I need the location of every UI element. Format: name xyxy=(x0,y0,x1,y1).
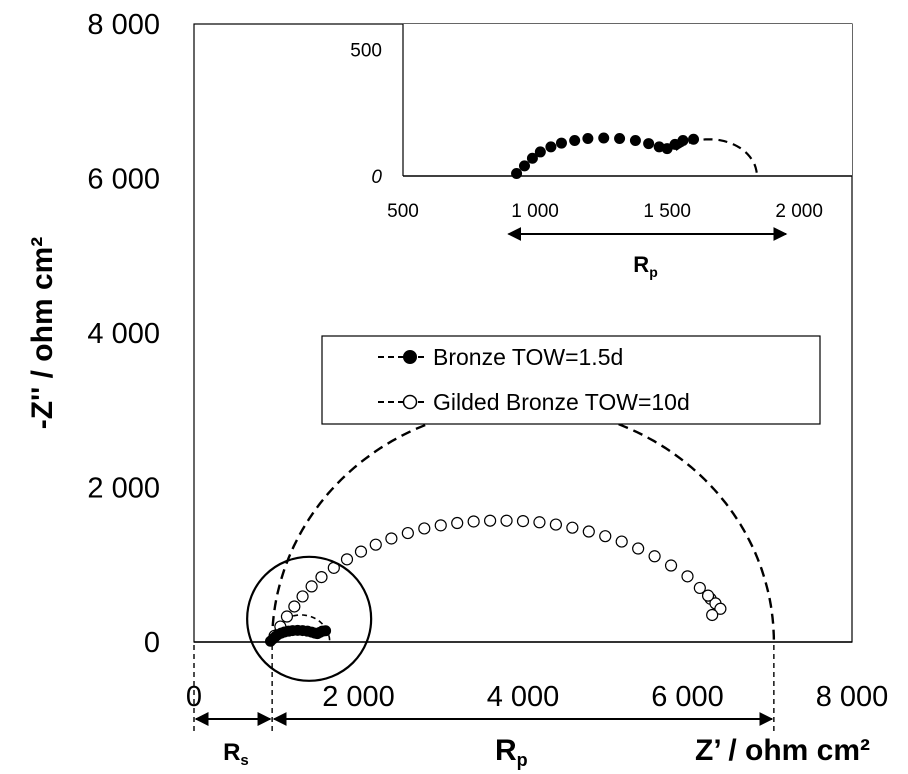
fit-curve-gilded xyxy=(270,405,776,643)
data-point-gilded xyxy=(280,610,294,623)
inset-data-point-bronze xyxy=(629,135,641,147)
inset-rp-annotation: Rp xyxy=(507,227,788,280)
data-point-gilded xyxy=(500,514,513,527)
inset-y-tick-label: 500 xyxy=(350,40,382,61)
legend: Bronze TOW=1.5d Gilded Bronze TOW=10d xyxy=(321,335,821,425)
x-tick-label: 2 000 xyxy=(322,681,395,713)
y-tick-label: 8 000 xyxy=(87,9,160,41)
data-point-gilded xyxy=(385,532,398,545)
y-tick-label: 0 xyxy=(144,627,160,659)
data-point-gilded xyxy=(681,570,694,583)
data-point-gilded xyxy=(714,602,727,615)
inset-x-tick-label: 500 xyxy=(387,201,419,222)
data-points xyxy=(264,514,727,647)
inset-y-tick-label: 0 xyxy=(371,167,382,188)
y-axis-label: -Z'' / ohm cm² xyxy=(26,237,59,430)
inset-data-point-bronze xyxy=(677,135,689,147)
data-point-gilded xyxy=(467,515,480,528)
inset-data-point-bronze xyxy=(688,133,700,145)
inset-data-point-bronze xyxy=(511,167,523,179)
y-tick-labels: 0 2 000 4 000 6 000 8 000 xyxy=(87,9,160,659)
x-tick-label: 0 xyxy=(186,681,202,713)
inset-x-tick-label: 2 000 xyxy=(775,201,823,222)
legend-label-gilded: Gilded Bronze TOW=10d xyxy=(433,389,690,415)
inset-x-tick-label: 1 000 xyxy=(511,201,559,222)
inset-data-point-bronze xyxy=(582,133,594,145)
rs-subscript: s xyxy=(240,752,248,769)
data-point-gilded xyxy=(566,521,579,534)
data-point-gilded xyxy=(549,518,563,531)
inset-rp-subscript: p xyxy=(649,264,658,280)
x-tick-label: 4 000 xyxy=(487,681,560,713)
x-tick-labels: 0 2 000 4 000 6 000 8 000 xyxy=(186,681,888,713)
legend-frame xyxy=(321,335,821,425)
data-point-gilded xyxy=(693,581,706,595)
y-tick-label: 4 000 xyxy=(87,318,160,350)
data-point-gilded xyxy=(484,514,497,527)
inset-data-points xyxy=(511,132,700,179)
data-point-gilded xyxy=(706,608,719,622)
data-point-gilded xyxy=(516,515,530,528)
data-point-gilded xyxy=(401,526,414,540)
data-point-gilded xyxy=(305,580,318,593)
data-point-gilded xyxy=(632,542,645,555)
data-point-gilded xyxy=(582,525,595,538)
inset-x-tick-labels: 500 1 000 1 500 2 000 xyxy=(387,201,823,222)
x-tick-label: 8 000 xyxy=(816,681,889,713)
data-point-gilded xyxy=(288,600,301,613)
rs-label: Rs xyxy=(223,739,249,769)
inset-data-point-bronze xyxy=(569,135,581,147)
data-point-gilded xyxy=(664,559,678,572)
inset-data-point-bronze xyxy=(598,132,610,144)
y-tick-label: 6 000 xyxy=(87,164,160,196)
data-point-gilded xyxy=(615,535,628,548)
inset-data-point-bronze xyxy=(545,141,557,153)
data-point-gilded xyxy=(701,589,715,602)
data-point-gilded xyxy=(315,571,328,584)
data-point-gilded xyxy=(340,553,354,566)
data-point-gilded xyxy=(434,519,447,532)
legend-label-bronze: Bronze TOW=1.5d xyxy=(433,344,623,370)
x-tick-label: 6 000 xyxy=(651,681,724,713)
inset-x-tick-label: 1 500 xyxy=(643,201,691,222)
inset-data-point-bronze xyxy=(534,146,546,158)
data-point-gilded xyxy=(354,545,368,558)
inset-data-point-bronze xyxy=(526,152,538,164)
data-point-bronze xyxy=(320,625,332,637)
rp-label: Rp xyxy=(495,734,528,770)
data-point-gilded xyxy=(648,550,661,563)
y-tick-label: 2 000 xyxy=(87,473,160,505)
x-axis-label: Z’ / ohm cm² xyxy=(695,734,870,767)
inset-data-point-bronze xyxy=(614,133,626,145)
data-point-gilded xyxy=(296,590,309,603)
data-point-gilded xyxy=(533,516,546,529)
data-point-gilded xyxy=(599,530,612,543)
rp-subscript: p xyxy=(517,750,528,770)
inset-rp-label: Rp xyxy=(633,252,657,280)
inset-data-point-bronze xyxy=(643,138,655,150)
inset-data-point-bronze xyxy=(555,137,567,149)
inset-y-tick-labels: 0 500 xyxy=(350,40,382,188)
resistance-annotations: Rs Rp xyxy=(193,645,775,770)
legend-marker-gilded xyxy=(402,394,418,410)
data-point-gilded xyxy=(369,538,382,551)
legend-marker-bronze xyxy=(403,350,417,364)
inset-data-point-bronze xyxy=(518,160,530,172)
data-point-gilded xyxy=(418,522,431,535)
inset-background xyxy=(403,24,852,176)
data-point-gilded xyxy=(451,516,464,530)
zoom-circle xyxy=(246,555,373,682)
